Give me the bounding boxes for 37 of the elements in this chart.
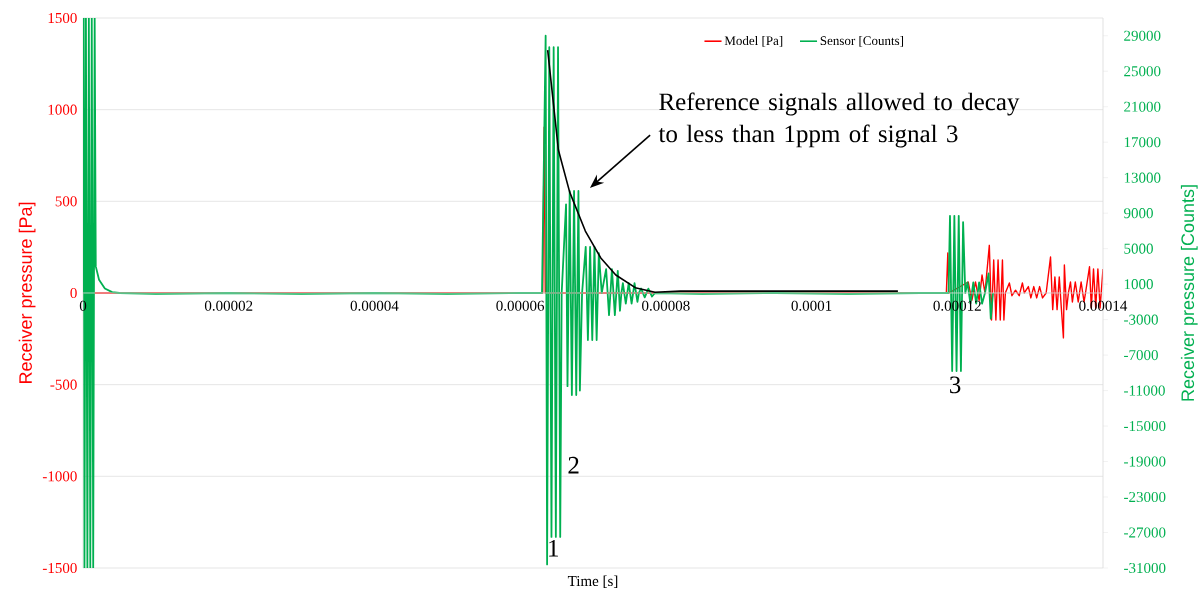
y2-tick-label: -11000 bbox=[1124, 385, 1165, 396]
y2-tick-label: -23000 bbox=[1124, 491, 1166, 503]
x-tick-label: 0.00002 bbox=[204, 300, 253, 311]
annotation: 1 bbox=[549, 539, 558, 557]
y2-tick-label: -7000 bbox=[1124, 350, 1158, 361]
y2-tick-label: 29000 bbox=[1124, 30, 1161, 41]
y-tick-label: 500 bbox=[55, 196, 77, 207]
legend-label: Model [Pa] bbox=[724, 35, 783, 47]
x-tick-label: 0.00006 bbox=[496, 300, 545, 311]
y-tick-label: 1000 bbox=[48, 104, 77, 115]
y2-tick-label: -3000 bbox=[1124, 314, 1158, 325]
y2-tick-label: 1000 bbox=[1124, 279, 1153, 290]
y2-tick-label: 17000 bbox=[1124, 137, 1161, 148]
y2-axis-title: Receiver pressure [Counts] bbox=[1180, 185, 1198, 401]
y-tick-label: 1500 bbox=[48, 12, 77, 24]
annotation: 2 bbox=[568, 456, 579, 474]
y2-tick-label: 25000 bbox=[1124, 66, 1161, 77]
annotation: Reference signals allowed to decay to less than 1ppm of signal 3 bbox=[658, 92, 1020, 148]
annotation: 3 bbox=[950, 376, 961, 394]
y-tick-label: -1500 bbox=[42, 562, 77, 574]
y-tick-label: -500 bbox=[50, 379, 77, 390]
y2-tick-label: -31000 bbox=[1124, 562, 1166, 574]
y2-tick-label: -15000 bbox=[1124, 420, 1166, 432]
y2-tick-label: 13000 bbox=[1124, 172, 1161, 183]
y-tick-label: 0 bbox=[70, 287, 77, 299]
y2-tick-label: -27000 bbox=[1124, 527, 1166, 538]
y-tick-label: -1000 bbox=[42, 471, 77, 482]
x-tick-label: 0.00008 bbox=[642, 300, 690, 311]
x-tick-label: 0.00004 bbox=[350, 300, 399, 311]
y2-tick-label: 5000 bbox=[1124, 243, 1153, 254]
legend-label: Sensor [Counts] bbox=[820, 35, 904, 47]
y-axis-title: Receiver pressure [Pa] bbox=[18, 202, 36, 384]
y2-tick-label: 9000 bbox=[1124, 208, 1153, 219]
x-tick-label: 0.0001 bbox=[791, 300, 832, 311]
y2-tick-label: 21000 bbox=[1124, 101, 1161, 112]
x-axis-title: Time [s] bbox=[567, 575, 618, 588]
y2-tick-label: -19000 bbox=[1124, 456, 1166, 467]
